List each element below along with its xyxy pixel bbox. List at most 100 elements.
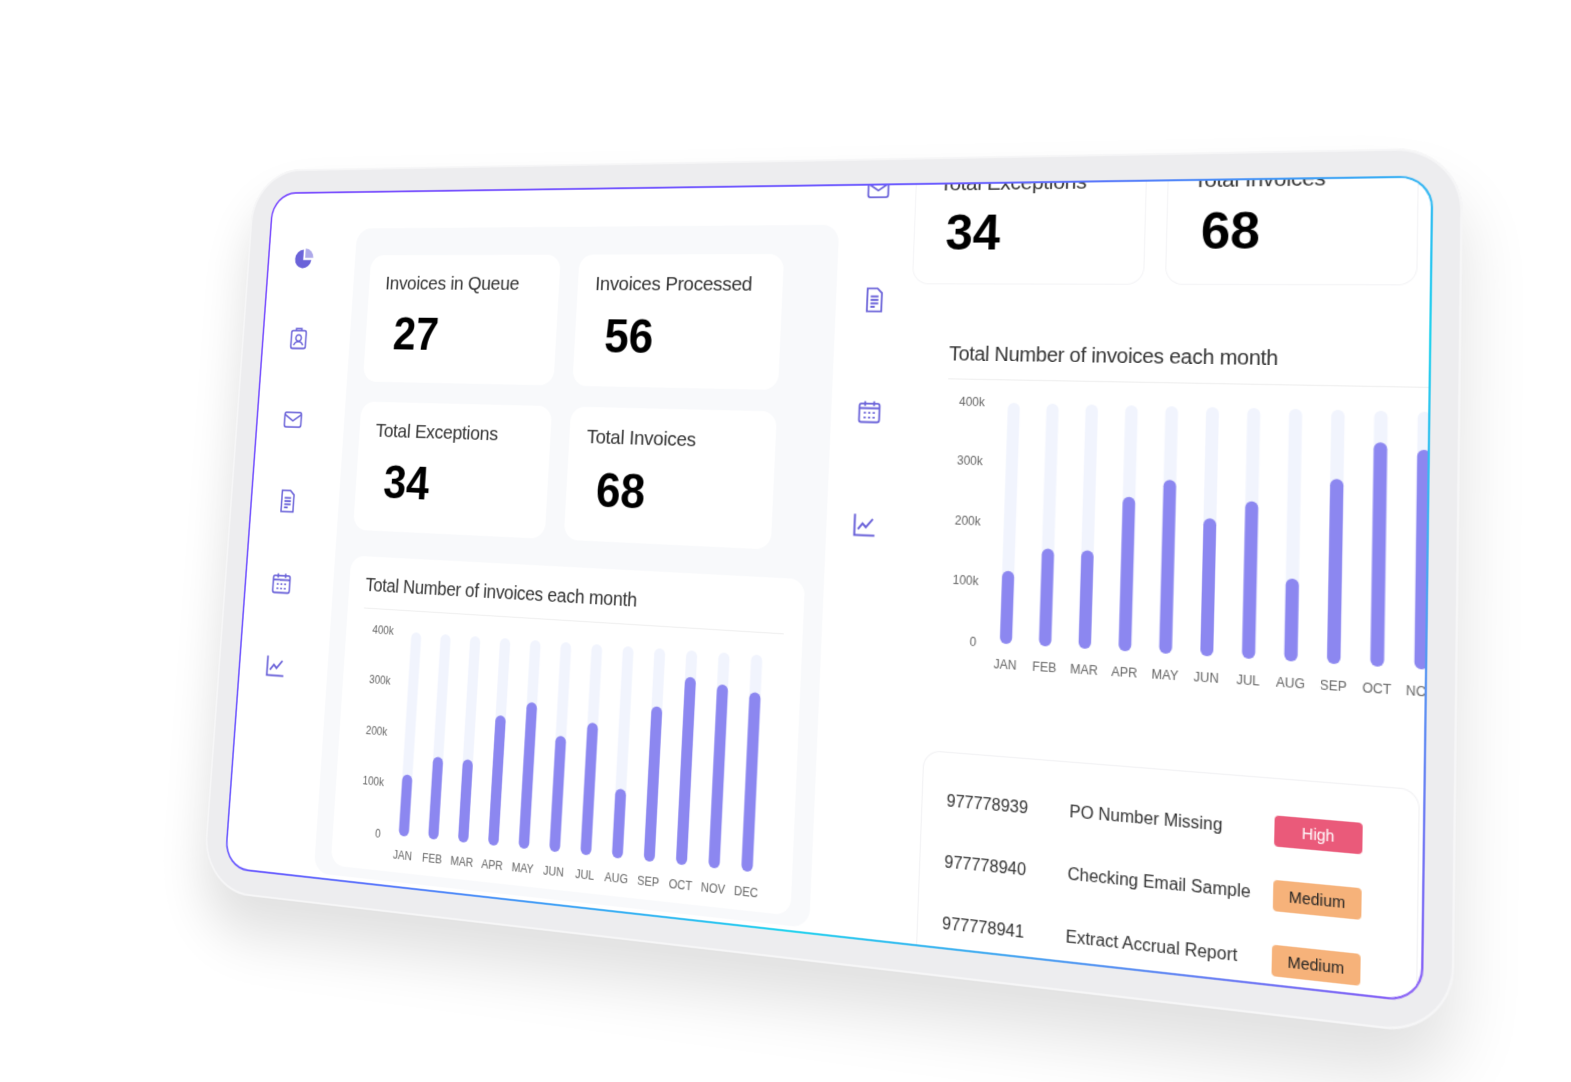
x-tick-label: MAY	[511, 862, 534, 877]
bar-sep[interactable]	[1327, 479, 1344, 664]
y-tick-label: 0	[969, 636, 976, 649]
calendar-icon[interactable]	[855, 397, 883, 430]
document-icon[interactable]	[275, 488, 299, 514]
bar-mar[interactable]	[458, 759, 473, 843]
invoice-id: 977778939	[946, 793, 1069, 823]
bar-aug[interactable]	[612, 788, 626, 858]
stat-value: 56	[603, 309, 763, 366]
stat-label: Total Invoices	[586, 426, 757, 454]
x-tick-label: NOV	[1406, 685, 1434, 701]
calendar-icon[interactable]	[270, 570, 294, 597]
bar-nov[interactable]	[708, 684, 728, 868]
x-tick-label: SEP	[637, 875, 660, 890]
bar-jun[interactable]	[1200, 518, 1216, 656]
x-tick-label: SEP	[1320, 679, 1348, 695]
main-dashboard: Invoices in Queue 27 Invoices Processed …	[314, 225, 840, 928]
bar-aug[interactable]	[1284, 578, 1299, 661]
stat-card-invoices-queue[interactable]: Invoices in Queue 27	[363, 255, 561, 386]
y-tick-label: 100k	[952, 575, 979, 589]
stat-label: Total Exceptions	[375, 420, 534, 447]
bar-nov[interactable]	[1414, 450, 1431, 670]
priority-badge[interactable]: Medium	[1271, 945, 1360, 986]
y-tick-label: 0	[375, 828, 381, 841]
stat-card-total-invoices[interactable]: Total Invoices 68	[1166, 175, 1418, 284]
exceptions-table: 977778939 PO Number Missing High 9777789…	[917, 751, 1419, 1003]
stat-grid: Invoices in Queue 27 Invoices Processed …	[353, 254, 784, 550]
bar-jan[interactable]	[1000, 571, 1015, 645]
bar-jan[interactable]	[399, 774, 413, 837]
monthly-invoices-chart-card-secondary: Total Number of invoices each month 0 100…	[917, 323, 1434, 725]
y-tick-label: 200k	[365, 725, 387, 739]
invoice-id: 977778941	[942, 915, 1066, 948]
y-tick-label: 300k	[957, 455, 983, 469]
mail-icon[interactable]	[281, 407, 305, 433]
bar-mar[interactable]	[1078, 550, 1093, 649]
bar-apr[interactable]	[1118, 497, 1135, 652]
bar-feb[interactable]	[428, 756, 443, 839]
mail-icon[interactable]	[864, 176, 892, 208]
line-chart-icon[interactable]	[850, 510, 878, 544]
priority-cell: Medium	[1273, 880, 1387, 923]
monthly-invoices-chart: 0 100k 200k 300k 400k JAN FEB MAR APR MAY JUN JUL AU…	[937, 389, 1433, 709]
priority-badge[interactable]: Medium	[1273, 880, 1362, 920]
tablet-screen: Invoices in Queue 27 Invoices Processed …	[224, 175, 1433, 1003]
secondary-icon-column	[845, 175, 898, 544]
priority-cell: High	[1274, 815, 1388, 856]
tablet-device: Invoices in Queue 27 Invoices Processed …	[202, 147, 1463, 1037]
x-tick-label: MAR	[1070, 663, 1098, 678]
stat-value: 34	[382, 455, 532, 515]
x-tick-label: OCT	[668, 878, 692, 893]
x-tick-label: FEB	[1032, 661, 1057, 676]
bar-oct[interactable]	[1370, 442, 1387, 667]
x-tick-label: MAY	[1151, 668, 1179, 683]
stat-card-total-exceptions[interactable]: Total Exceptions 34	[913, 175, 1147, 283]
bar-may[interactable]	[1159, 480, 1176, 654]
stat-value: 34	[945, 202, 1121, 261]
x-tick-label: APR	[1111, 666, 1137, 681]
bar-apr[interactable]	[488, 715, 506, 846]
x-tick-label: APR	[481, 859, 503, 874]
exception-description: Extract Accrual Report	[1065, 928, 1272, 970]
x-tick-label: NOV	[701, 882, 726, 897]
bar-jul[interactable]	[580, 722, 598, 855]
document-icon[interactable]	[860, 286, 888, 319]
bar-may[interactable]	[518, 702, 537, 849]
x-tick-label: JUN	[1193, 671, 1219, 686]
x-tick-label: MAR	[450, 855, 473, 870]
bar-oct[interactable]	[676, 677, 696, 866]
x-tick-label: JUL	[1236, 674, 1260, 689]
bar-dec[interactable]	[741, 692, 761, 872]
y-tick-label: 400k	[372, 625, 394, 638]
x-tick-label: JUL	[575, 869, 595, 884]
y-tick-label: 100k	[362, 776, 384, 790]
y-tick-label: 400k	[959, 396, 985, 409]
exception-description: PO Number Missing	[1069, 803, 1275, 841]
stat-value: 27	[392, 308, 541, 363]
x-tick-label: JUN	[543, 865, 564, 880]
monthly-invoices-chart: 0 100k 200k 300k 400k JAN FEB MAR APR MAY JUN JUL AU…	[347, 618, 783, 910]
bar-feb[interactable]	[1039, 548, 1054, 646]
chart-title: Total Number of invoices each month	[948, 343, 1433, 388]
line-chart-icon[interactable]	[264, 652, 288, 679]
bar-jun[interactable]	[549, 736, 566, 853]
priority-badge[interactable]: High	[1274, 815, 1363, 854]
x-tick-label: DEC	[734, 885, 758, 900]
top-stat-row: Total Exceptions 34 Total Invoices 68	[913, 175, 1418, 284]
id-badge-icon[interactable]	[287, 326, 311, 351]
x-tick-label: JAN	[393, 849, 413, 863]
x-tick-label: FEB	[422, 852, 443, 866]
stat-card-total-invoices[interactable]: Total Invoices 68	[564, 407, 777, 550]
bar-sep[interactable]	[644, 706, 663, 862]
monthly-invoices-chart-card: Total Number of invoices each month 0 100…	[331, 556, 805, 916]
y-tick-label: 300k	[369, 675, 391, 688]
bar-jul[interactable]	[1242, 501, 1258, 659]
stat-label: Invoices in Queue	[385, 273, 543, 295]
stat-card-invoices-processed[interactable]: Invoices Processed 56	[572, 254, 784, 390]
stat-value: 68	[1200, 199, 1390, 261]
right-panel: Total Exceptions 34 Total Invoices 68 To…	[828, 178, 1433, 1002]
pie-chart-icon[interactable]	[292, 247, 315, 272]
stat-card-total-exceptions[interactable]: Total Exceptions 34	[353, 402, 552, 539]
stat-label: Total Exceptions	[939, 175, 1121, 196]
stat-value: 68	[595, 463, 756, 525]
